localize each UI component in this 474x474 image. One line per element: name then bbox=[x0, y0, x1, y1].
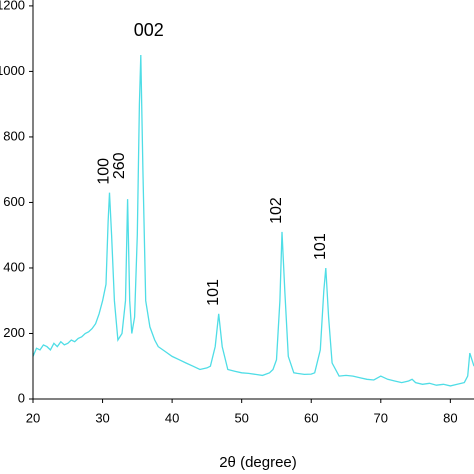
x-tick-label: 80 bbox=[443, 410, 457, 425]
y-tick-label: 800 bbox=[3, 128, 25, 143]
peak-label: 102 bbox=[268, 197, 285, 224]
y-tick-label: 200 bbox=[3, 325, 25, 340]
peak-label: 260 bbox=[111, 152, 128, 179]
x-tick-label: 50 bbox=[234, 410, 248, 425]
y-tick-label: 600 bbox=[3, 194, 25, 209]
x-tick-label: 70 bbox=[374, 410, 388, 425]
x-axis-title: 2θ (degree) bbox=[219, 454, 297, 471]
x-tick-label: 60 bbox=[304, 410, 318, 425]
xrd-line bbox=[32, 54, 474, 387]
peak-label: 101 bbox=[205, 279, 222, 306]
peak-label: 100 bbox=[96, 158, 113, 185]
x-tick-label: 30 bbox=[95, 410, 109, 425]
peak-label: 101 bbox=[312, 233, 329, 260]
peak-label: 002 bbox=[134, 20, 164, 40]
x-tick-label: 20 bbox=[26, 410, 40, 425]
y-tick-label: 0 bbox=[18, 390, 25, 405]
y-tick-label: 1200 bbox=[0, 0, 25, 12]
y-tick-label: 1000 bbox=[0, 63, 25, 78]
y-tick-label: 400 bbox=[3, 259, 25, 274]
x-tick-label: 40 bbox=[165, 410, 179, 425]
